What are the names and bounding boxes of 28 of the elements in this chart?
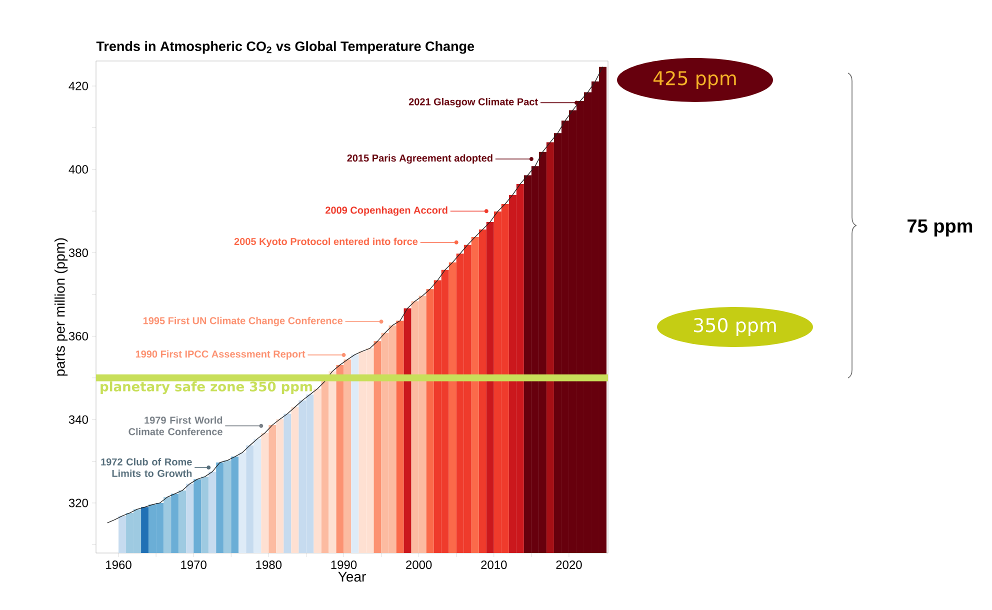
annotation: 1979 First World Climate Conference: [128, 416, 222, 436]
ref-line-label: planetary safe zone 350 ppm: [100, 381, 312, 394]
x-tick-label: 1990: [331, 560, 357, 570]
annotation: 2009 Copenhagen Accord: [326, 206, 448, 216]
y-axis-title: parts per million (ppm): [54, 238, 68, 376]
y-tick-label: 400: [68, 165, 88, 174]
x-tick-label: 1970: [181, 560, 206, 570]
annotation: 2015 Paris Agreement adopted: [347, 154, 492, 164]
y-tick-label: 320: [68, 498, 88, 508]
annotation: 1990 First IPCC Assessment Report: [136, 350, 306, 360]
annotation: 1972 Club of Rome Limits to Growth: [101, 458, 192, 477]
x-tick-label: 2010: [481, 560, 507, 570]
x-tick-label: 1980: [256, 560, 282, 570]
chart-title: Trends in Atmospheric CO$_{2}$ vs Global Temperature Change: [96, 41, 474, 54]
x-tick-label: 2000: [406, 560, 432, 570]
x-tick-label: 2020: [556, 560, 582, 570]
y-tick-label: 360: [68, 332, 88, 340]
text: 425 ppm: [653, 70, 736, 90]
y-tick-label: 340: [68, 415, 88, 424]
x-tick-label: 1960: [106, 560, 132, 570]
annotation: 1995 First UN Climate Change Conference: [143, 316, 343, 326]
x-axis-title: Year: [338, 572, 366, 582]
text: 75 ppm: [908, 219, 972, 236]
annotation: 2021 Glasgow Climate Pact: [408, 98, 538, 108]
y-tick-label: 420: [68, 82, 88, 90]
annotation: 2005 Kyoto Protocol entered into force: [234, 238, 418, 248]
text: 350 ppm: [694, 318, 776, 336]
y-tick-label: 380: [68, 248, 88, 258]
